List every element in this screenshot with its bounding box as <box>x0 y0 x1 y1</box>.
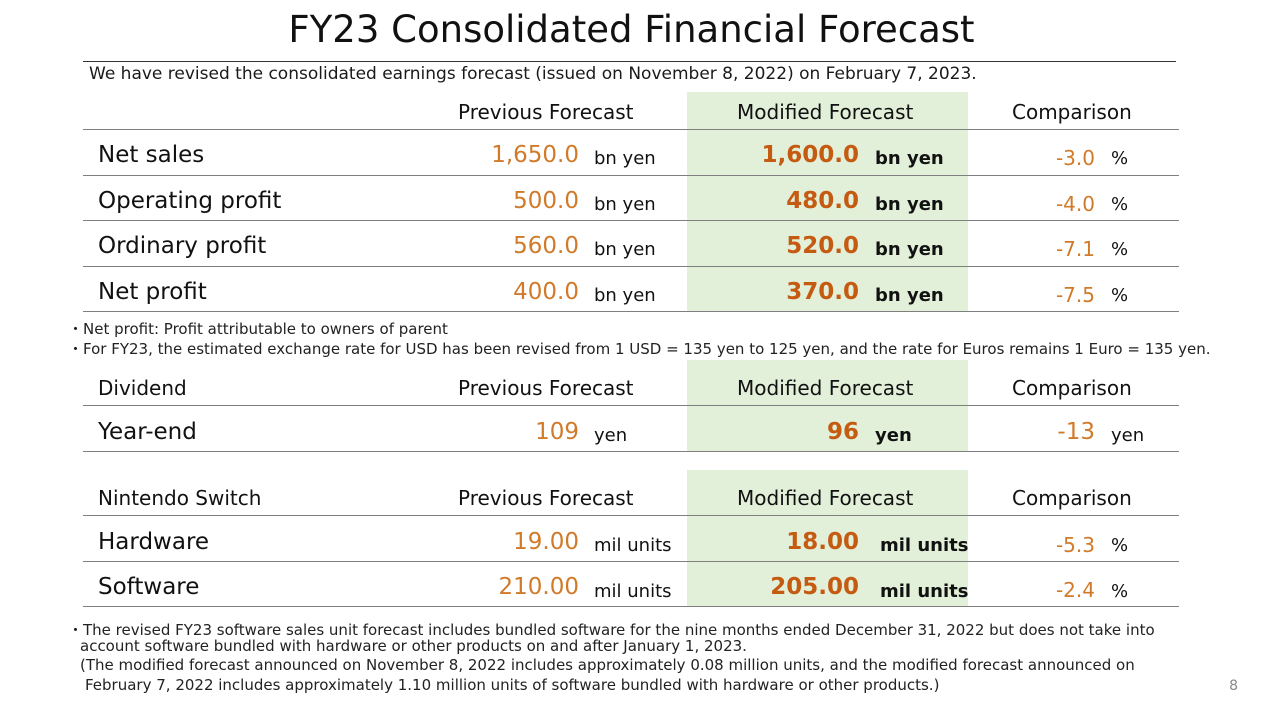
header-modified-forecast: Modified Forecast <box>737 100 914 124</box>
modified-value: 205.00 <box>770 574 859 600</box>
modified-unit: bn yen <box>875 239 944 260</box>
modified-value: 370.0 <box>786 279 859 305</box>
comparison-value: -7.5 <box>1055 283 1095 307</box>
comparison-value: -13 <box>1057 419 1095 445</box>
page-number: 8 <box>1229 678 1238 694</box>
previous-unit: bn yen <box>594 239 656 260</box>
modified-value: 1,600.0 <box>761 142 860 168</box>
comparison-unit: yen <box>1111 425 1145 446</box>
previous-value: 109 <box>535 419 579 445</box>
comparison-unit: % <box>1111 239 1129 260</box>
comparison-value: -5.3 <box>1055 533 1095 557</box>
previous-value: 210.00 <box>498 574 579 600</box>
row-label: Hardware <box>98 529 210 555</box>
revision-statement: We have revised the consolidated earning… <box>89 64 977 84</box>
page-title: FY23 Consolidated Financial Forecast <box>288 8 975 51</box>
previous-unit: bn yen <box>594 285 656 306</box>
comparison-unit: % <box>1111 535 1129 556</box>
row-divider <box>83 515 1179 516</box>
modified-column-highlight-earnings <box>687 92 968 312</box>
modified-column-highlight-dividend <box>687 360 968 452</box>
previous-value: 19.00 <box>513 529 579 555</box>
row-divider <box>83 606 1179 607</box>
row-divider <box>83 175 1179 176</box>
footnote: ・The revised FY23 software sales unit fo… <box>68 621 1155 639</box>
modified-value: 520.0 <box>786 233 859 259</box>
dividend-section-label: Dividend <box>98 376 187 400</box>
comparison-value: -2.4 <box>1055 578 1095 602</box>
footnote: (The modified forecast announced on Nove… <box>80 656 1135 674</box>
previous-unit: mil units <box>594 581 672 602</box>
modified-value: 96 <box>826 419 859 445</box>
previous-unit: bn yen <box>594 194 656 215</box>
row-divider <box>83 405 1179 406</box>
modified-value: 480.0 <box>786 188 859 214</box>
switch-section-label: Nintendo Switch <box>98 486 262 510</box>
header-previous-forecast: Previous Forecast <box>458 486 634 510</box>
row-label: Software <box>98 574 200 600</box>
previous-value: 1,650.0 <box>491 142 579 168</box>
previous-unit: bn yen <box>594 148 656 169</box>
comparison-unit: % <box>1111 285 1129 306</box>
comparison-unit: % <box>1111 148 1129 169</box>
modified-unit: mil units <box>880 581 969 602</box>
comparison-value: -7.1 <box>1055 237 1095 261</box>
row-divider <box>83 451 1179 452</box>
previous-value: 500.0 <box>513 188 579 214</box>
modified-unit: mil units <box>880 535 969 556</box>
row-label: Net profit <box>98 279 207 305</box>
row-label: Net sales <box>98 142 205 168</box>
modified-value: 18.00 <box>786 529 859 555</box>
previous-value: 560.0 <box>513 233 579 259</box>
row-label: Year-end <box>98 419 197 445</box>
modified-column-highlight-switch <box>687 470 968 607</box>
header-modified-forecast: Modified Forecast <box>737 376 914 400</box>
modified-unit: bn yen <box>875 194 944 215</box>
footnote: ・Net profit: Profit attributable to owne… <box>68 320 448 338</box>
modified-unit: bn yen <box>875 285 944 306</box>
row-divider <box>83 129 1179 130</box>
header-modified-forecast: Modified Forecast <box>737 486 914 510</box>
row-label: Ordinary profit <box>98 233 267 259</box>
modified-unit: yen <box>875 425 912 446</box>
header-previous-forecast: Previous Forecast <box>458 376 634 400</box>
header-previous-forecast: Previous Forecast <box>458 100 634 124</box>
comparison-unit: % <box>1111 194 1129 215</box>
row-divider <box>83 311 1179 312</box>
footnote: February 7, 2022 includes approximately … <box>85 676 940 694</box>
previous-unit: yen <box>594 425 628 446</box>
row-divider <box>83 220 1179 221</box>
header-comparison: Comparison <box>1012 100 1132 124</box>
previous-value: 400.0 <box>513 279 579 305</box>
row-divider <box>83 561 1179 562</box>
row-divider <box>83 266 1179 267</box>
comparison-unit: % <box>1111 581 1129 602</box>
row-label: Operating profit <box>98 188 282 214</box>
modified-unit: bn yen <box>875 148 944 169</box>
comparison-value: -3.0 <box>1055 146 1095 170</box>
previous-unit: mil units <box>594 535 672 556</box>
title-divider <box>83 61 1176 62</box>
footnote: account software bundled with hardware o… <box>80 637 747 655</box>
comparison-value: -4.0 <box>1055 192 1095 216</box>
header-comparison: Comparison <box>1012 486 1132 510</box>
footnote: ・For FY23, the estimated exchange rate f… <box>68 340 1211 358</box>
header-comparison: Comparison <box>1012 376 1132 400</box>
